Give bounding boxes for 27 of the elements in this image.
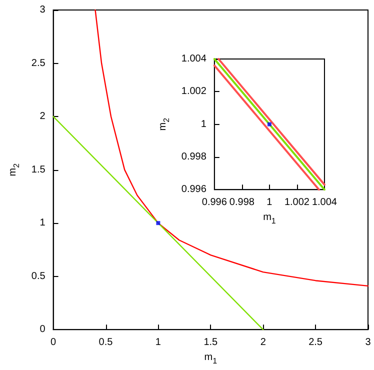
y-tick-label: 1.004 (181, 54, 207, 64)
x-tick-label: 0 (50, 337, 57, 348)
x-tick-label: 1 (266, 197, 273, 208)
x-tick-label: 0.998 (229, 197, 255, 208)
y-tick-label: 1 (40, 218, 46, 229)
x-tick-label: 2 (260, 337, 266, 348)
x-tick-label: 3 (365, 337, 372, 348)
y-axis-title: m2 (158, 117, 171, 131)
x-tick-label: 1.004 (312, 197, 338, 208)
x-tick-label: 1.5 (204, 337, 218, 348)
y-tick-label: 3 (40, 4, 46, 16)
y-axis-title: m2 (8, 162, 21, 176)
y-tick-label: 0.996 (181, 184, 207, 196)
x-tick-label: 1.002 (284, 197, 310, 208)
y-tick-label: 2 (40, 111, 46, 122)
x-tick-label: 1 (155, 337, 162, 348)
y-tick-label: 1.002 (181, 86, 207, 98)
y-tick-label: 2.5 (31, 58, 46, 69)
y-tick-label: 0.5 (31, 270, 46, 282)
y-tick-label: 0.998 (181, 151, 207, 162)
y-tick-label: 1 (200, 118, 207, 130)
x-tick-label: 0.5 (98, 337, 114, 348)
x-tick-label: 2.5 (308, 337, 323, 348)
x-tick-label: 0.996 (202, 197, 228, 208)
y-tick-label: 0 (40, 324, 46, 336)
y-tick-label: 1.5 (31, 164, 46, 176)
line-series (94, 9, 369, 287)
